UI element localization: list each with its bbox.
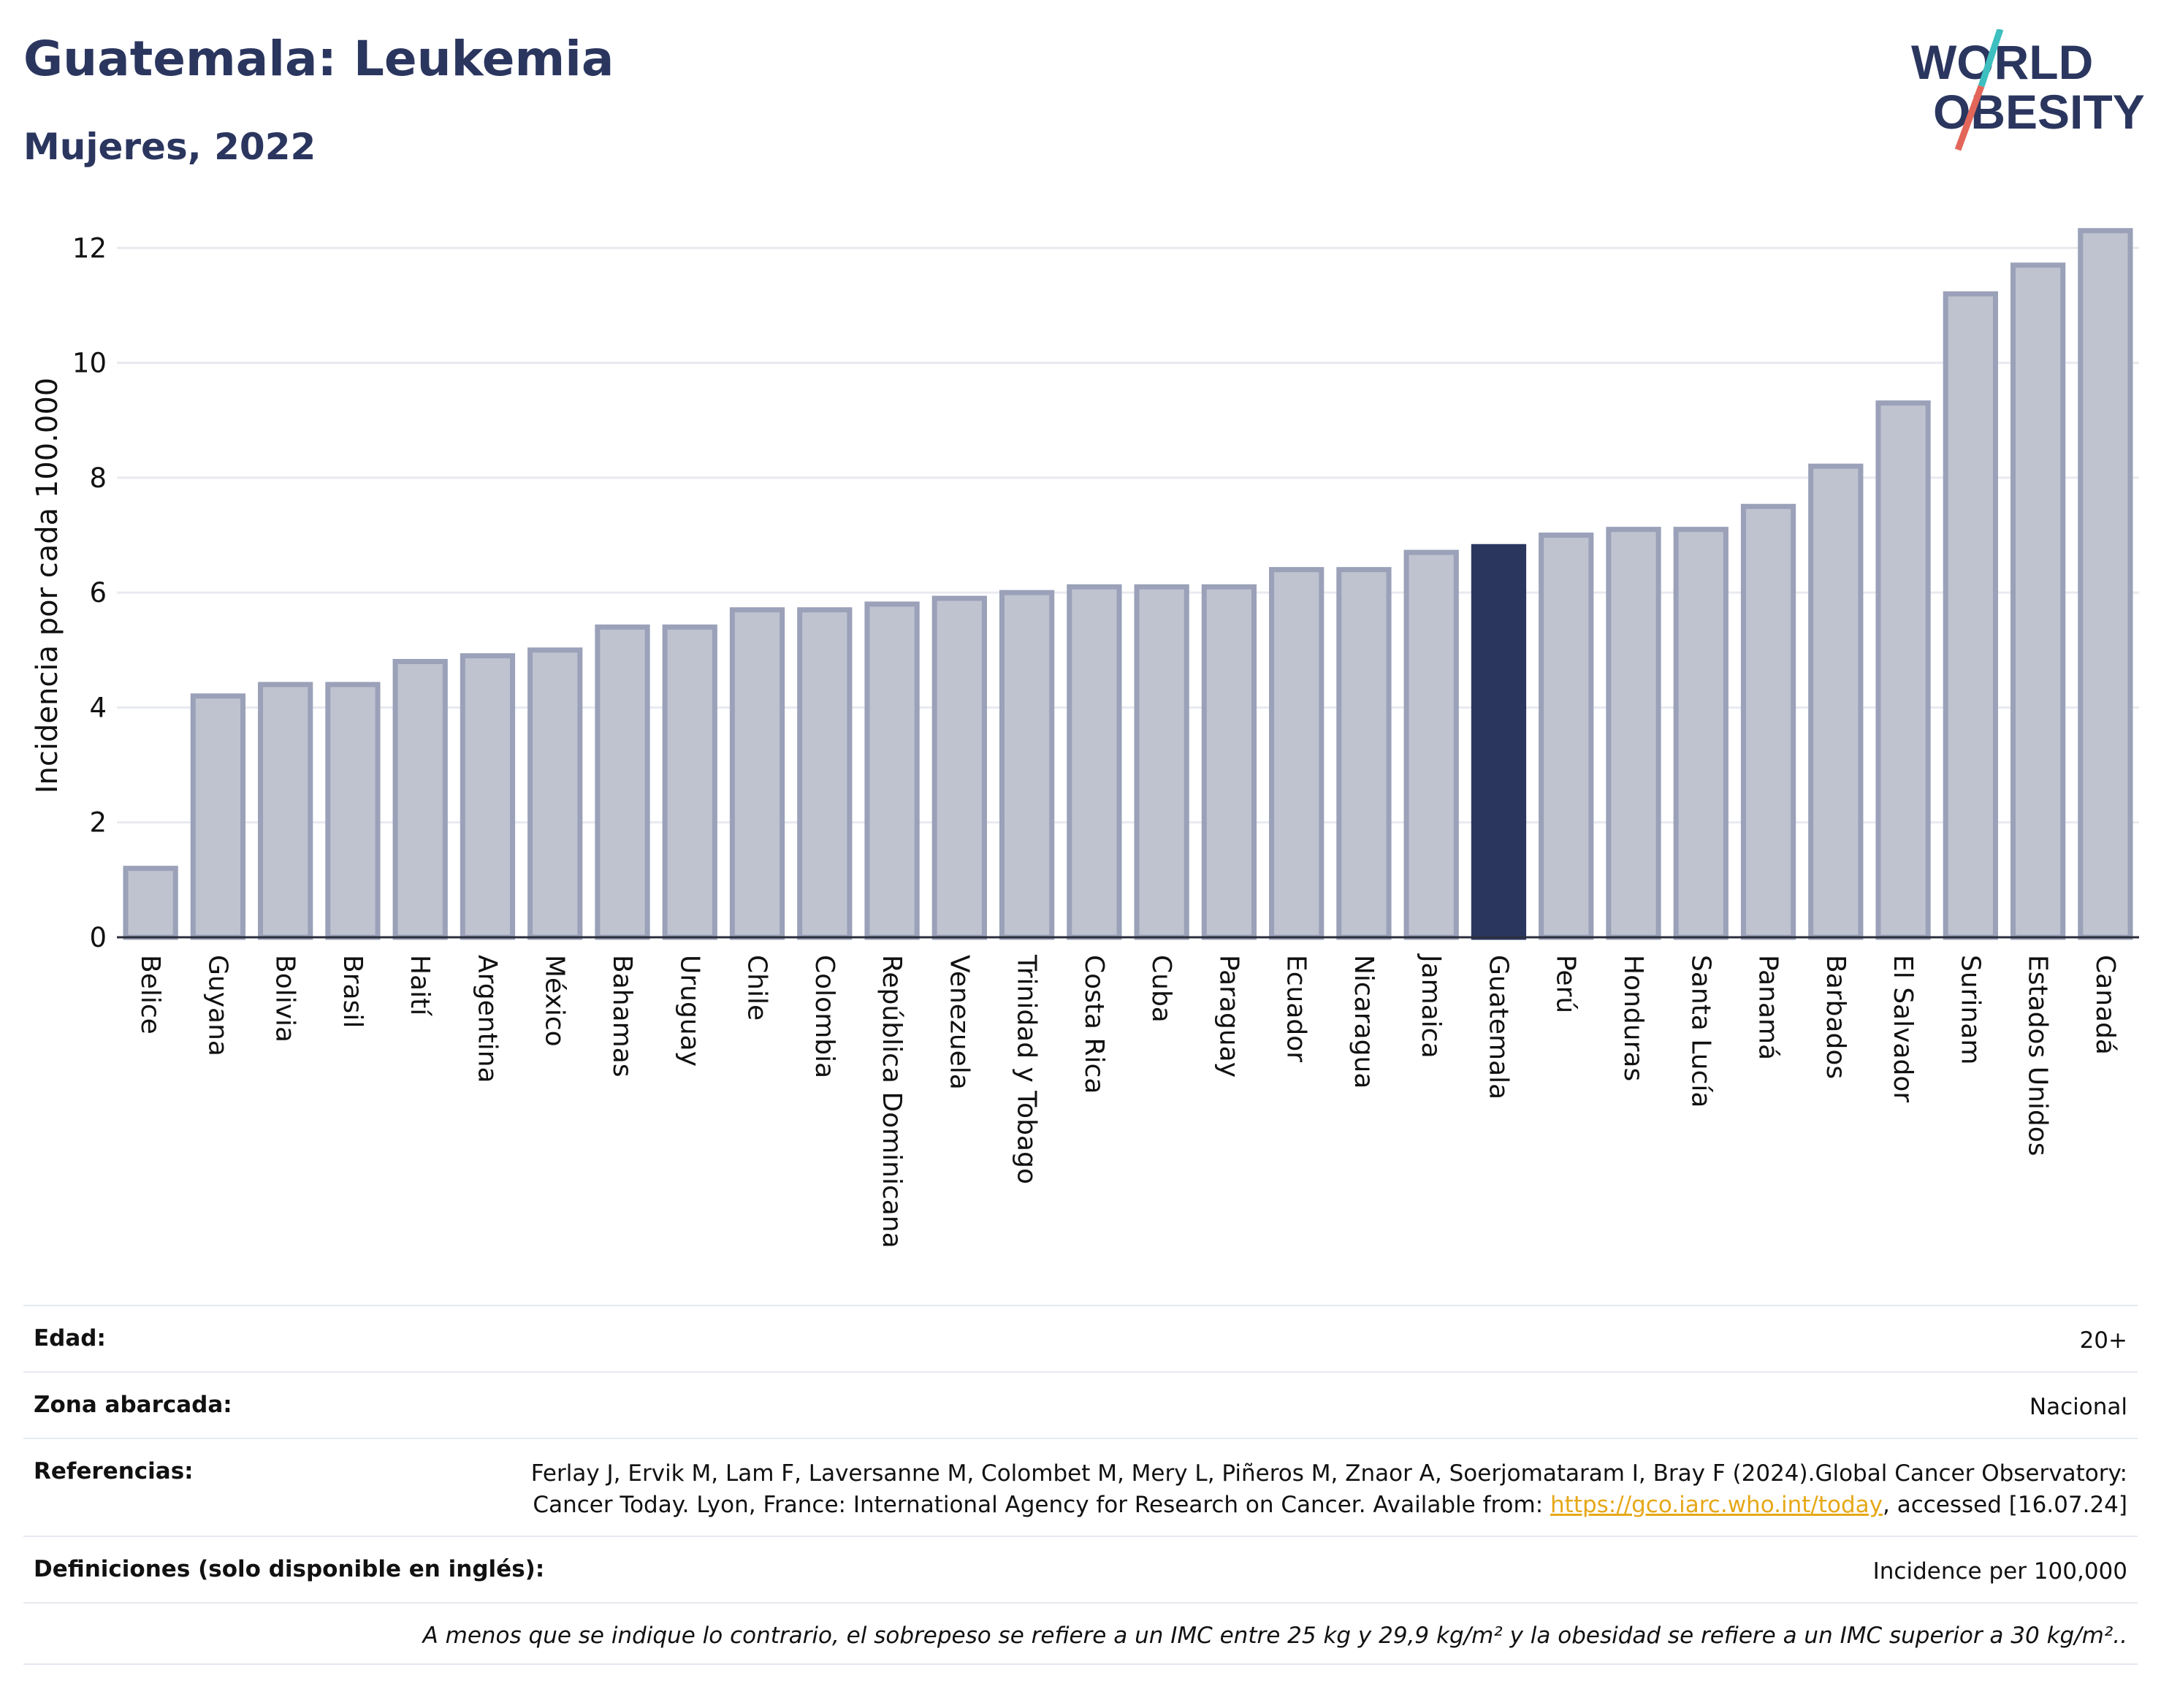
x-tick-label: Guyana xyxy=(202,955,232,1056)
x-tick-label: Bahamas xyxy=(607,955,637,1078)
definitions-label: Definiciones (solo disponible en inglés)… xyxy=(34,1556,545,1582)
x-tick-label: Guatemala xyxy=(1483,955,1513,1099)
bar xyxy=(190,693,246,940)
bar xyxy=(1067,584,1122,940)
bar xyxy=(2010,262,2066,940)
x-tick-label: Panamá xyxy=(1753,955,1783,1060)
area-label: Zona abarcada: xyxy=(34,1392,232,1418)
x-tick-label: Santa Lucía xyxy=(1685,955,1715,1107)
y-tick-label: 8 xyxy=(89,462,107,494)
references-value: Ferlay J, Ervik M, Lam F, Laversanne M, … xyxy=(484,1458,2127,1521)
meta-row-age: Edad: 20+ xyxy=(23,1305,2138,1371)
x-tick-label: Jamaica xyxy=(1416,953,1446,1059)
bar xyxy=(1740,503,1796,940)
bar-chart: 0 2 4 6 8 10 12 Incidencia por cada 100.000 Beli… xyxy=(31,228,2139,1248)
x-tick-label: Belice xyxy=(135,955,165,1034)
references-label: Referencias: xyxy=(34,1458,194,1484)
meta-row-area: Zona abarcada: Nacional xyxy=(23,1371,2138,1438)
x-tick-label: Costa Rica xyxy=(1079,955,1109,1094)
bar xyxy=(931,595,987,940)
bar xyxy=(729,607,785,940)
x-tick-label: Cuba xyxy=(1146,955,1176,1023)
x-tick-label: República Dominicana xyxy=(877,955,907,1248)
x-tick-label: México xyxy=(540,955,570,1047)
x-tick-label: Honduras xyxy=(1618,955,1648,1081)
y-tick-label: 4 xyxy=(89,692,107,723)
x-tick-label: Surinam xyxy=(1955,955,1985,1064)
logo-line-1: WORLD xyxy=(1911,35,2093,89)
bar xyxy=(1336,567,1392,940)
references-accessed: , accessed [16.07.24] xyxy=(1882,1492,2127,1518)
metadata-table: Edad: 20+ Zona abarcada: Nacional Refere… xyxy=(23,1305,2138,1665)
y-tick-label: 10 xyxy=(72,348,107,379)
references-text: Ferlay J, Ervik M, Lam F, Laversanne M, … xyxy=(530,1460,2127,1518)
bar xyxy=(864,601,920,940)
y-axis-label: Incidencia por cada 100.000 xyxy=(31,378,64,794)
x-tick-label: Uruguay xyxy=(674,955,704,1067)
bar xyxy=(662,624,717,940)
x-tick-label: Barbados xyxy=(1821,955,1851,1079)
meta-row-note: A menos que se indique lo contrario, el … xyxy=(23,1602,2138,1665)
bar xyxy=(1201,584,1257,940)
x-tick-label: Argentina xyxy=(472,955,502,1083)
bar xyxy=(1673,527,1729,940)
bar xyxy=(1875,400,1931,940)
bar xyxy=(258,682,313,940)
x-tick-label: Venezuela xyxy=(944,955,974,1090)
bar xyxy=(460,653,516,940)
bar xyxy=(1606,527,1661,940)
bar xyxy=(123,866,178,940)
x-tick-label: Ecuador xyxy=(1281,955,1311,1062)
bar xyxy=(1134,584,1189,940)
y-tick-label: 6 xyxy=(89,577,107,609)
y-tick-label: 12 xyxy=(72,232,107,264)
x-tick-label: Paraguay xyxy=(1213,955,1243,1078)
age-label: Edad: xyxy=(34,1325,106,1351)
bar xyxy=(1269,567,1325,940)
definitions-value: Incidence per 100,000 xyxy=(1872,1558,2127,1585)
area-value: Nacional xyxy=(2029,1394,2127,1420)
meta-row-definitions: Definiciones (solo disponible en inglés)… xyxy=(23,1536,2138,1602)
logo-slash-coral xyxy=(1954,85,1985,151)
x-tick-label: Chile xyxy=(742,955,772,1021)
x-tick-label: Nicaragua xyxy=(1349,955,1379,1089)
chart-title: Guatemala: Leukemia xyxy=(23,31,614,87)
chart-subtitle: Mujeres, 2022 xyxy=(23,126,316,168)
x-tick-label: Perú xyxy=(1551,955,1581,1013)
bar xyxy=(595,624,650,940)
x-tick-label: Estados Unidos xyxy=(2023,955,2053,1156)
age-value: 20+ xyxy=(2079,1327,2127,1354)
bar xyxy=(325,682,381,940)
x-tick-label: Haití xyxy=(405,955,435,1016)
bar xyxy=(1471,544,1527,940)
x-tick-label: El Salvador xyxy=(1888,955,1918,1102)
bar xyxy=(2078,228,2133,940)
x-tick-label: Canadá xyxy=(2090,955,2120,1055)
references-link[interactable]: https://gco.iarc.who.int/today xyxy=(1550,1492,1883,1518)
bar xyxy=(1943,291,1998,940)
x-tick-label: Colombia xyxy=(809,955,839,1078)
bar xyxy=(999,590,1055,940)
logo-slash-teal xyxy=(1978,29,2004,88)
bar xyxy=(1403,549,1459,940)
bar xyxy=(527,647,583,940)
meta-row-references: Referencias: Ferlay J, Ervik M, Lam F, L… xyxy=(23,1438,2138,1536)
x-tick-label: Trinidad y Tobago xyxy=(1012,954,1042,1184)
y-tick-label: 0 xyxy=(89,922,107,953)
x-tick-label: Bolivia xyxy=(270,955,300,1042)
bar xyxy=(1539,533,1594,940)
y-tick-label: 2 xyxy=(89,807,107,839)
x-tick-label: Brasil xyxy=(338,955,367,1028)
footnote: A menos que se indique lo contrario, el … xyxy=(422,1623,2127,1649)
bar xyxy=(1808,463,1864,940)
bar xyxy=(392,659,448,940)
bar xyxy=(797,607,853,940)
world-obesity-logo: WORLD OBESITY xyxy=(1911,29,2145,151)
